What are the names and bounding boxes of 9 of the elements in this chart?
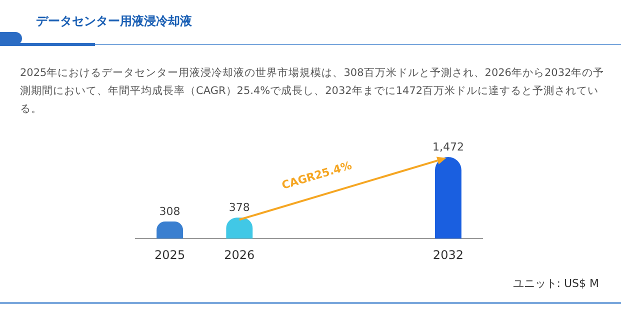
data-label: 1,472: [432, 140, 464, 154]
chart-title: データセンター用液浸冷却液: [36, 13, 192, 30]
x-tick-label: 2026: [224, 248, 255, 262]
text: ユニット: US$ M: [512, 276, 599, 291]
data-label: 378: [228, 201, 250, 214]
chart-subtitle: 2025年におけるデータセンター用液浸冷却液の世界市場規模は、308百万米ドルと予測され、2026年から2032年の予測期間において、年間平均成長率（CAGR）25.4%で成長し、2032年までに1472百万米ドルに達すると予測されている。: [20, 66, 606, 117]
x-tick-label: 2032: [432, 248, 464, 262]
x-tick-label: 2025: [154, 248, 186, 262]
data-label: 308: [159, 204, 180, 218]
